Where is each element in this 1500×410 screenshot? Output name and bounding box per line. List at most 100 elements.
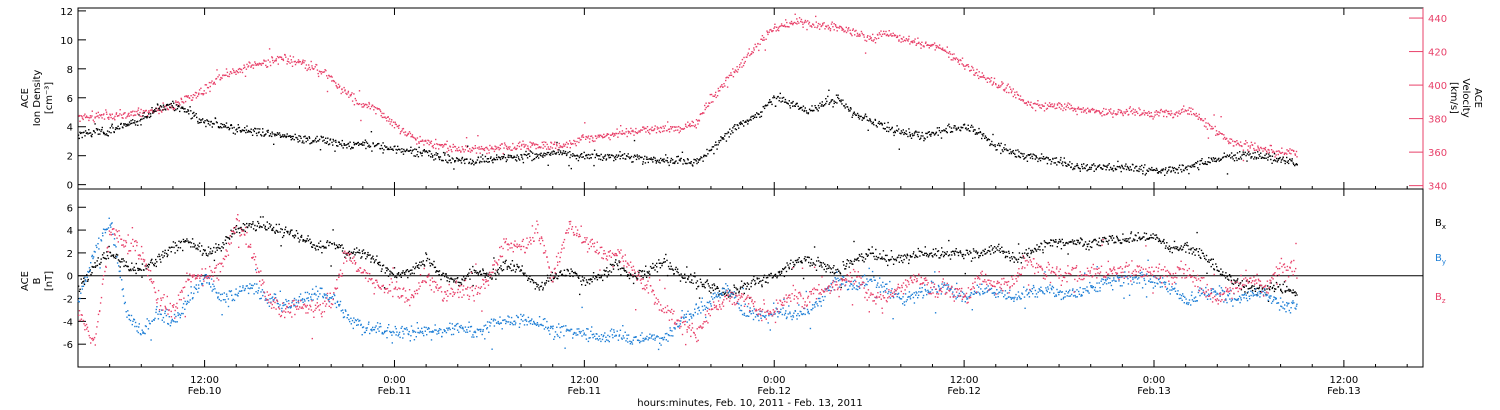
bx-point: [820, 262, 822, 264]
density-point: [837, 96, 839, 99]
bx-point: [978, 255, 980, 257]
bx-point: [476, 271, 479, 274]
bx-point: [648, 270, 650, 273]
density-point: [842, 99, 844, 101]
density-point: [908, 128, 910, 130]
velocity-point: [1198, 113, 1200, 116]
bx-point: [1224, 275, 1226, 277]
density-point: [358, 144, 360, 146]
bx-point: [848, 266, 850, 268]
bx-point: [1030, 252, 1032, 255]
density-point: [81, 136, 83, 139]
velocity-point: [462, 149, 464, 151]
velocity-point: [1027, 101, 1030, 104]
bx-point: [939, 257, 941, 259]
velocity-point: [1133, 111, 1135, 113]
velocity-point: [595, 135, 597, 137]
density-point: [227, 126, 229, 129]
velocity-point: [1154, 111, 1156, 113]
velocity-point: [928, 47, 930, 49]
velocity-point: [974, 74, 976, 76]
bx-point: [1048, 242, 1051, 244]
density-point: [190, 110, 192, 112]
bx-point: [567, 270, 569, 272]
velocity-point: [970, 69, 972, 71]
velocity-point: [376, 108, 379, 110]
velocity-point: [235, 73, 237, 75]
density-point: [517, 156, 520, 158]
density-point: [722, 137, 724, 139]
velocity-point: [1069, 108, 1071, 110]
velocity-point: [563, 145, 566, 147]
bx-point: [724, 292, 726, 295]
velocity-point: [1165, 109, 1167, 111]
bx-point: [567, 269, 569, 271]
density-point: [439, 156, 442, 158]
density-point: [333, 140, 335, 142]
bx-point: [1204, 257, 1206, 260]
density-point: [447, 162, 449, 164]
velocity-point: [917, 42, 920, 44]
density-point: [1077, 166, 1080, 169]
velocity-point: [180, 98, 183, 101]
bx-point: [594, 278, 596, 280]
density-point: [308, 137, 311, 139]
bx-point: [600, 276, 602, 278]
density-point: [581, 153, 583, 155]
velocity-point: [651, 129, 653, 132]
bx-point: [964, 272, 966, 275]
velocity-point: [1150, 115, 1152, 117]
density-point: [263, 135, 265, 137]
density-point: [477, 156, 480, 159]
density-point: [950, 130, 953, 133]
bx-point: [529, 281, 532, 283]
bx-point: [1027, 252, 1029, 255]
velocity-point: [297, 61, 299, 63]
density-point: [1168, 166, 1170, 169]
bx-point: [861, 256, 863, 258]
velocity-point: [1138, 107, 1140, 109]
bx-point: [661, 264, 663, 267]
velocity-point: [1067, 106, 1069, 109]
density-point: [1197, 167, 1199, 169]
density-point: [759, 116, 761, 118]
density-point: [546, 151, 549, 154]
velocity-point: [1241, 145, 1243, 148]
density-point: [748, 119, 750, 122]
bx-point: [473, 269, 475, 271]
velocity-point: [1032, 103, 1035, 105]
density-point: [740, 122, 742, 124]
density-point: [315, 141, 318, 143]
density-point: [357, 141, 359, 144]
velocity-point: [338, 86, 340, 89]
density-point: [1115, 168, 1118, 171]
density-point: [732, 131, 734, 134]
velocity-point: [1021, 99, 1023, 101]
bx-point: [1283, 281, 1286, 283]
bx-point: [1243, 286, 1245, 288]
velocity-point: [330, 75, 332, 77]
velocity-point: [668, 131, 671, 133]
bx-point: [448, 280, 451, 283]
density-point: [248, 131, 250, 133]
density-point: [633, 154, 636, 156]
bx-point: [319, 240, 322, 242]
bx-point: [504, 262, 506, 265]
velocity-point: [350, 93, 352, 96]
density-point: [297, 138, 299, 141]
velocity-point: [458, 146, 460, 149]
density-point: [615, 154, 618, 156]
bx-point: [285, 226, 287, 228]
bx-point: [936, 250, 939, 253]
velocity-point: [109, 114, 112, 116]
bx-point: [1267, 300, 1270, 302]
velocity-point: [326, 75, 328, 77]
density-point: [917, 135, 919, 138]
velocity-point: [508, 148, 510, 150]
density-point: [770, 101, 772, 103]
bx-point: [1268, 287, 1270, 290]
velocity-point: [131, 111, 133, 113]
bx-point: [1100, 239, 1103, 241]
bx-point: [231, 236, 233, 238]
bx-point: [536, 283, 538, 285]
